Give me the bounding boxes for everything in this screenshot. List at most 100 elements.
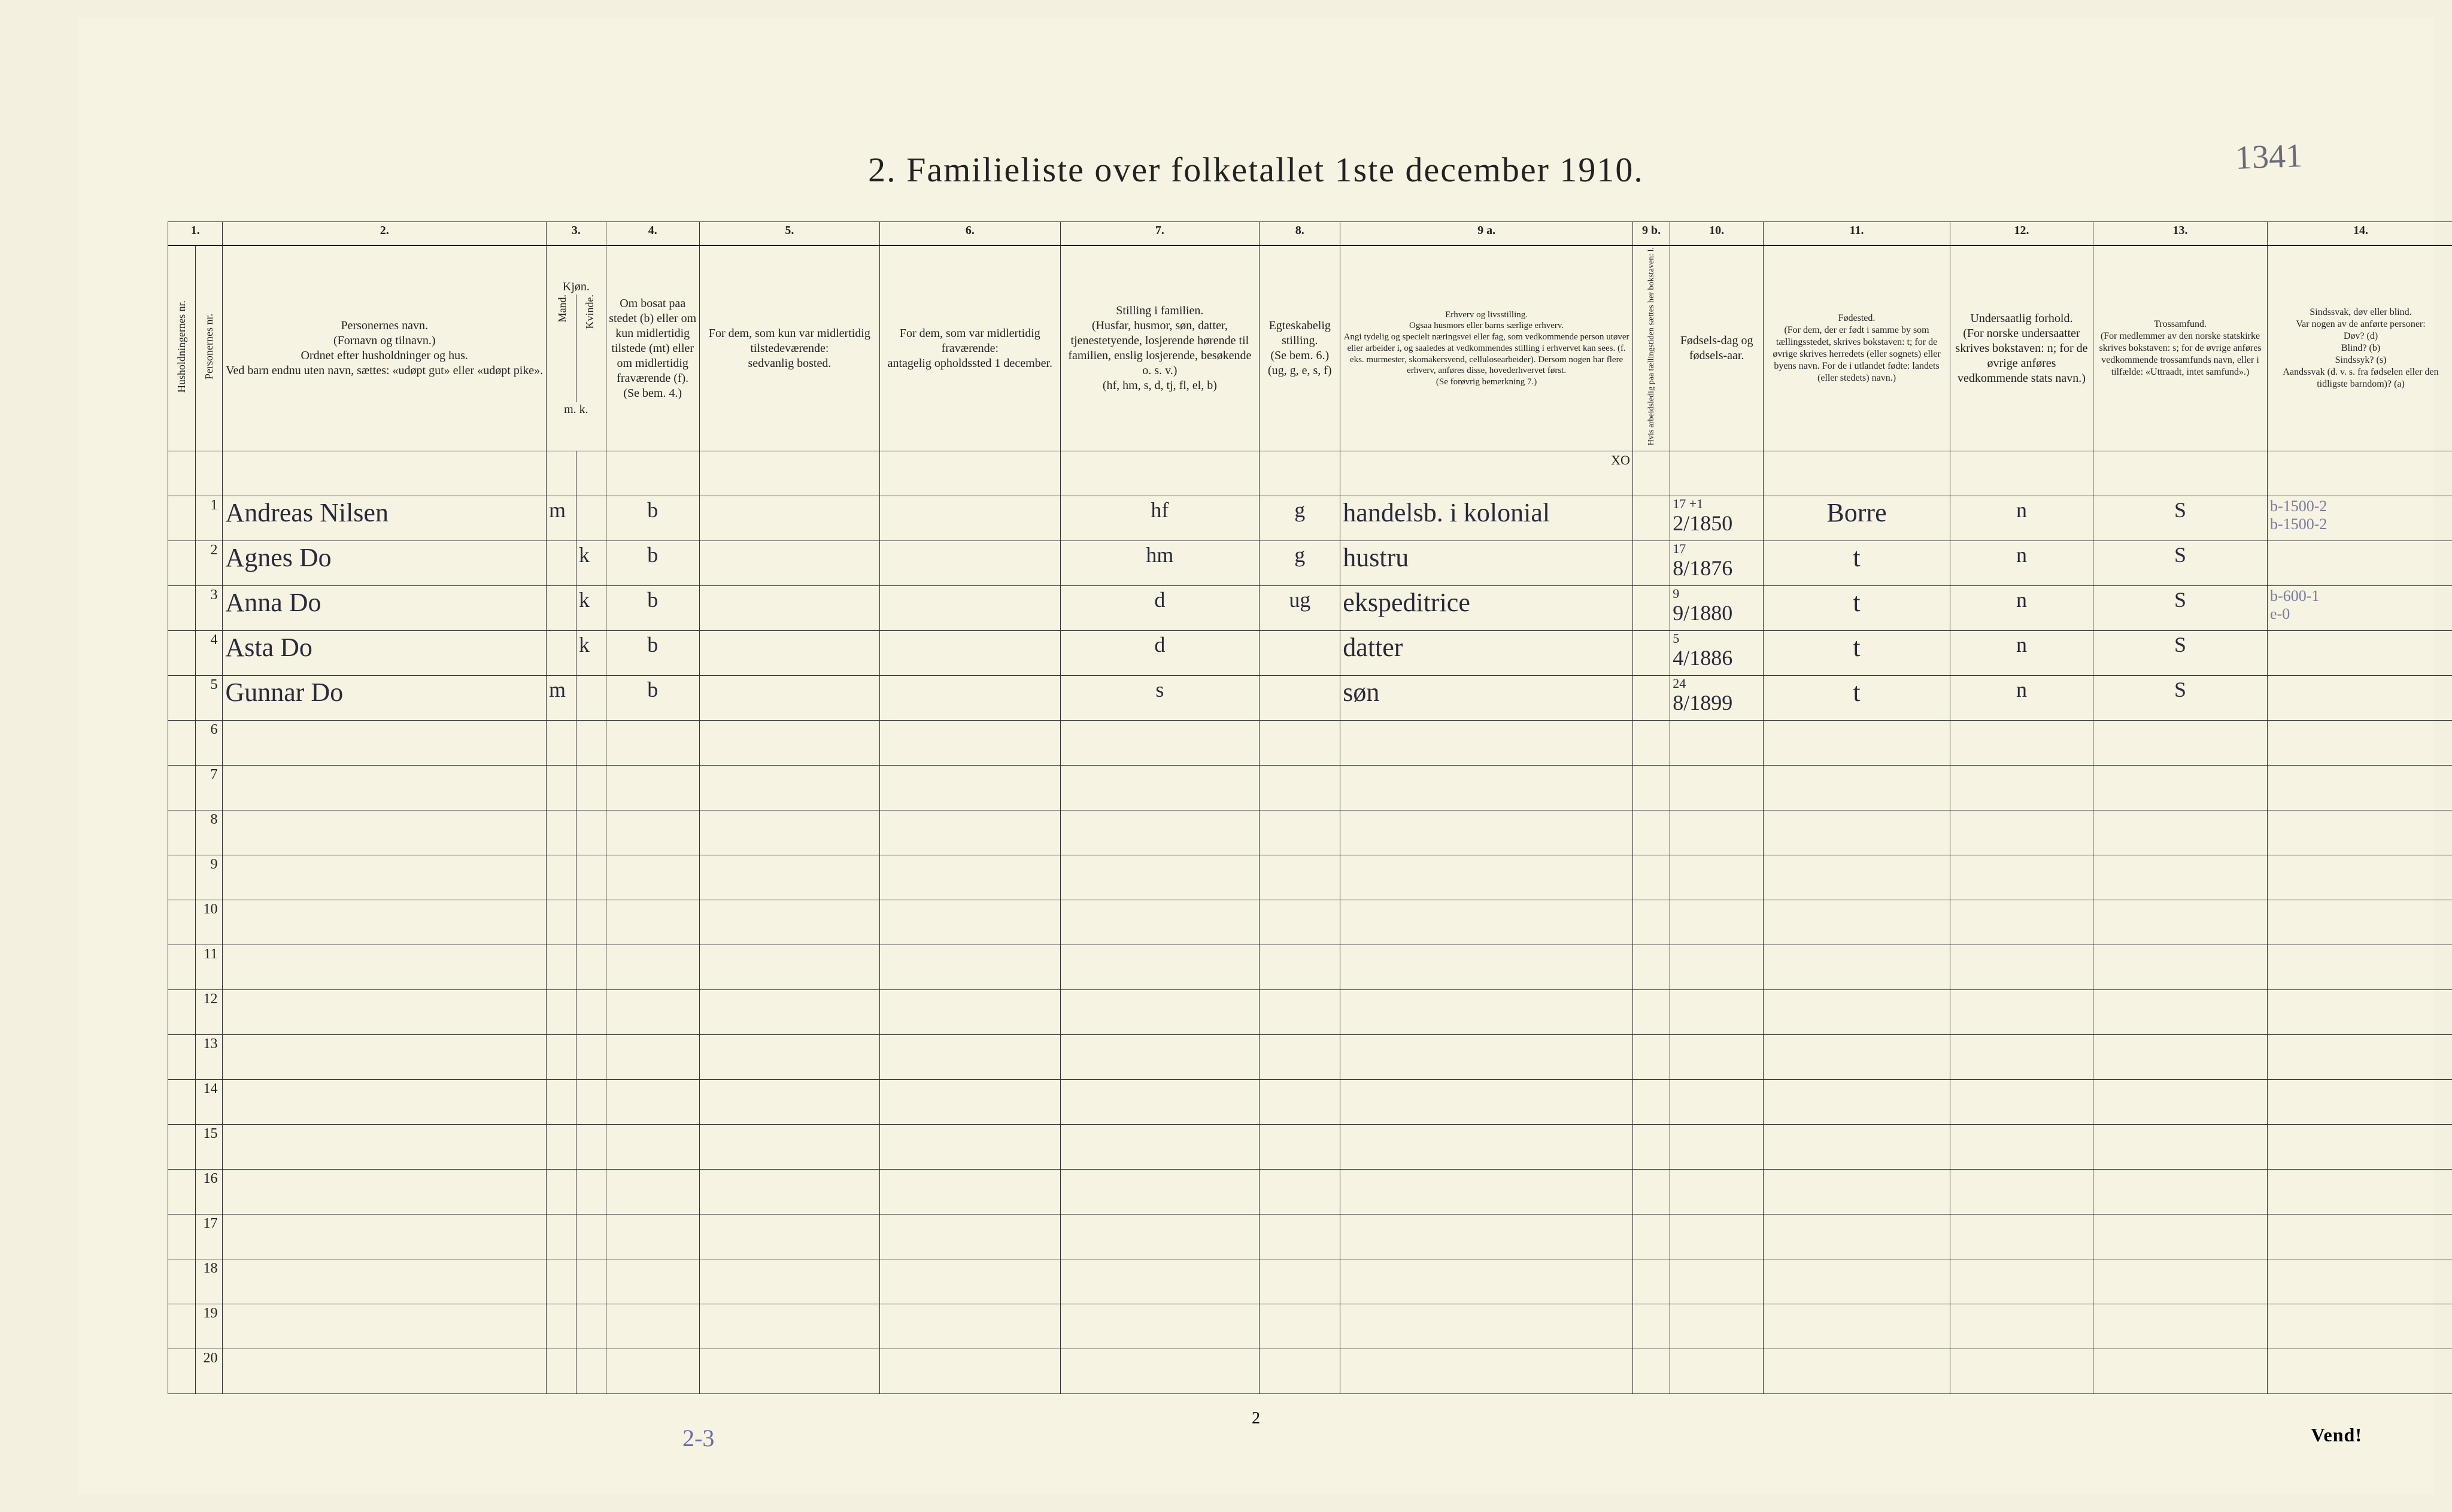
cell-empty [223, 945, 547, 990]
table-row-empty: 12 [168, 990, 2452, 1035]
hdr-unemployed-text: Hvis arbeidsledig paa tællingstiden sætt… [1646, 247, 1657, 445]
table-row: 4Asta Dokbddatter54/1886tnS [168, 631, 2452, 676]
cell-empty [2093, 1304, 2268, 1349]
cell-household [168, 900, 196, 945]
cell-empty [1764, 1170, 1950, 1215]
cell-person-nr: 2 [195, 541, 223, 586]
cell-empty [546, 810, 576, 855]
cell-unemployed [1632, 586, 1670, 631]
cell-empty [2093, 766, 2268, 810]
cell-person-nr: 1 [195, 496, 223, 541]
cell-empty [1060, 1259, 1260, 1304]
cell-religion: S [2093, 586, 2268, 631]
hdr-sex-sub: m. k. [549, 402, 603, 417]
cell-empty [223, 1304, 547, 1349]
cell-empty [1340, 721, 1633, 766]
table-row: 3Anna Dokbdugekspeditrice99/1880tnSb-600… [168, 586, 2452, 631]
cell-residence: b [606, 676, 699, 721]
cell-person-nr: 13 [195, 1035, 223, 1080]
cell-person-nr: 18 [195, 1259, 223, 1304]
cell-family-position: s [1060, 676, 1260, 721]
below-table-annotation: 2-3 [682, 1424, 714, 1452]
cell-empty [1950, 1035, 2093, 1080]
cell-empty [546, 1035, 576, 1080]
cell-empty [1670, 1125, 1764, 1170]
cell-empty [576, 1035, 606, 1080]
colnum-3: 3. [546, 222, 606, 246]
cell-empty [1260, 1170, 1340, 1215]
cell-empty [606, 1125, 699, 1170]
cell-empty [546, 1170, 576, 1215]
cell-sex-k: k [576, 631, 606, 676]
cell-family-position: hm [1060, 541, 1260, 586]
cell-religion: S [2093, 631, 2268, 676]
hdr-person-nr-text: Personernes nr. [202, 314, 216, 379]
cell-empty [576, 900, 606, 945]
cell-empty [1764, 1125, 1950, 1170]
table-row-empty: 16 [168, 1170, 2452, 1215]
cell-empty [606, 766, 699, 810]
cell-empty [1670, 1080, 1764, 1125]
cell-empty [1950, 900, 2093, 945]
cell-empty [1670, 810, 1764, 855]
cell-empty [1764, 1349, 1950, 1394]
cell-empty [223, 1215, 547, 1259]
cell-empty [1060, 1035, 1260, 1080]
cell-sex-m [546, 631, 576, 676]
table-row-empty: 14 [168, 1080, 2452, 1125]
cell-absent [880, 676, 1060, 721]
cell-empty [1764, 1215, 1950, 1259]
cell-empty [1764, 855, 1950, 900]
cell-usual-residence [699, 496, 879, 541]
cell-empty [2093, 855, 2268, 900]
cell-household [168, 810, 196, 855]
cell-name: Asta Do [223, 631, 547, 676]
cell-empty [546, 990, 576, 1035]
cell-birthdate: 99/1880 [1670, 586, 1764, 631]
cell-person-nr: 8 [195, 810, 223, 855]
cell-empty [880, 1125, 1060, 1170]
hdr-marital: Egteskabelig stilling.(Se bem. 6.)(ug, g… [1260, 245, 1340, 451]
cell-empty [576, 766, 606, 810]
cell-empty [2093, 990, 2268, 1035]
cell-sex-k: k [576, 541, 606, 586]
cell-empty [2093, 810, 2268, 855]
cell-empty [1340, 1304, 1633, 1349]
cell-empty [1764, 990, 1950, 1035]
cell-empty [1260, 810, 1340, 855]
cell-empty [1260, 945, 1340, 990]
cell-nationality: n [1950, 631, 2093, 676]
cell-empty [576, 1259, 606, 1304]
cell-empty [223, 900, 547, 945]
cell-nationality: n [1950, 496, 2093, 541]
hdr-household-nr: Husholdningernes nr. [168, 245, 196, 451]
hdr-occupation: Erhverv og livsstilling.Ogsaa husmors el… [1340, 245, 1633, 451]
footer-vend: Vend! [2311, 1424, 2362, 1446]
cell-empty [606, 1170, 699, 1215]
cell-empty [1950, 1125, 2093, 1170]
cell-residence: b [606, 496, 699, 541]
cell-birthplace: t [1764, 676, 1950, 721]
cell-empty [1340, 1349, 1633, 1394]
cell-sex-k: k [576, 586, 606, 631]
cell-empty [880, 721, 1060, 766]
cell-empty [1632, 990, 1670, 1035]
cell-sex-k [576, 496, 606, 541]
cell-usual-residence [699, 541, 879, 586]
cell-empty [699, 766, 879, 810]
cell-household [168, 676, 196, 721]
cell-empty [576, 1349, 606, 1394]
cell-household [168, 1304, 196, 1349]
cell-empty [1632, 1215, 1670, 1259]
hdr-unemployed: Hvis arbeidsledig paa tællingstiden sætt… [1632, 245, 1670, 451]
cell-person-nr: 9 [195, 855, 223, 900]
cell-person-nr: 11 [195, 945, 223, 990]
cell-empty [880, 1259, 1060, 1304]
cell-empty [1340, 1035, 1633, 1080]
colnum-1: 1. [168, 222, 223, 246]
cell-empty [2268, 1125, 2452, 1170]
cell-empty [606, 1259, 699, 1304]
cell-household [168, 855, 196, 900]
cell-empty [1632, 721, 1670, 766]
cell-empty [1060, 1170, 1260, 1215]
